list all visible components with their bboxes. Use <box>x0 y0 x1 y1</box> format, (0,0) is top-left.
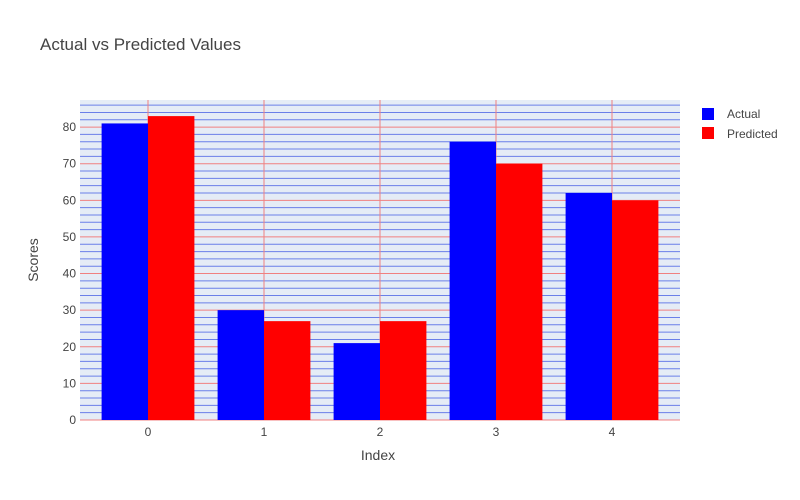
legend-label-predicted: Predicted <box>727 127 778 141</box>
legend-item-predicted[interactable]: Predicted <box>702 127 778 141</box>
y-tick-label: 30 <box>63 303 77 317</box>
legend: Actual Predicted <box>702 107 778 141</box>
y-tick-label: 20 <box>63 340 77 354</box>
chart-title: Actual vs Predicted Values <box>40 35 241 54</box>
x-tick-label: 3 <box>493 425 500 439</box>
x-tick-label: 0 <box>145 425 152 439</box>
legend-label-actual: Actual <box>727 107 760 121</box>
axes-layer: 0 10 20 30 40 50 60 70 80 0 1 2 3 4 <box>63 120 616 439</box>
bars-layer <box>101 116 659 421</box>
legend-swatch-predicted <box>702 127 714 139</box>
legend-item-actual[interactable]: Actual <box>702 107 760 121</box>
bar-predicted-3[interactable] <box>496 163 543 420</box>
bar-actual-2[interactable] <box>333 343 380 420</box>
bar-predicted-4[interactable] <box>612 200 659 420</box>
bar-actual-4[interactable] <box>565 192 612 420</box>
legend-swatch-actual <box>702 108 714 120</box>
y-tick-label: 10 <box>63 376 77 390</box>
y-tick-label: 80 <box>63 120 77 134</box>
bar-actual-1[interactable] <box>217 310 264 420</box>
bar-predicted-1[interactable] <box>264 321 311 420</box>
y-tick-label: 50 <box>63 230 77 244</box>
y-tick-label: 40 <box>63 267 77 281</box>
bar-actual-3[interactable] <box>449 141 496 420</box>
x-tick-label: 4 <box>609 425 616 439</box>
y-tick-label: 0 <box>69 413 76 427</box>
x-tick-label: 2 <box>377 425 384 439</box>
x-axis-title: Index <box>361 447 395 463</box>
y-tick-label: 60 <box>63 193 77 207</box>
bar-actual-0[interactable] <box>101 123 148 420</box>
y-tick-label: 70 <box>63 157 77 171</box>
y-axis-title: Scores <box>25 238 41 282</box>
bar-predicted-0[interactable] <box>148 116 195 421</box>
x-tick-label: 1 <box>261 425 268 439</box>
bar-predicted-2[interactable] <box>380 321 427 420</box>
